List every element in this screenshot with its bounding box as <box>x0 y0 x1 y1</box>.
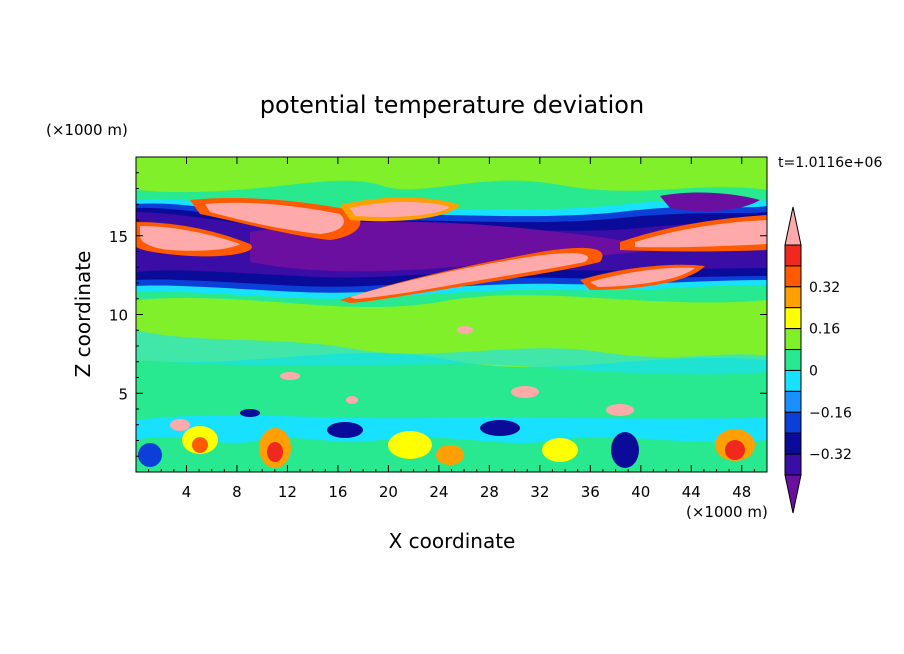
colorbar-swatch <box>784 411 802 434</box>
colorbar-max-triangle <box>784 206 802 246</box>
x-tick-label: 32 <box>530 483 549 501</box>
colorbar-label: 0 <box>809 363 818 379</box>
y-tick-label: 15 <box>109 228 128 246</box>
colorbar-swatch <box>784 390 802 413</box>
colorbar-label: 0.32 <box>809 280 840 296</box>
colorbar-swatch <box>784 453 802 476</box>
colorbar-min-triangle <box>784 474 802 514</box>
colorbar-swatch <box>784 286 802 309</box>
time-label: t=1.0116e+06 <box>778 155 882 171</box>
x-axis: 4 8 12 16 20 24 28 32 36 40 44 48 <box>148 157 755 501</box>
y-unit-label: (×1000 m) <box>46 121 128 139</box>
x-tick-label: 16 <box>328 483 347 501</box>
y-tick-label: 10 <box>109 307 128 325</box>
x-tick-label: 28 <box>480 483 499 501</box>
colorbar-label: −0.32 <box>809 447 852 463</box>
colorbar-swatch <box>784 244 802 267</box>
contour-field <box>136 157 767 472</box>
y-axis: 5 10 15 <box>109 172 767 457</box>
colorbar-swatch <box>784 349 802 371</box>
x-tick-label: 48 <box>732 483 751 501</box>
x-tick-label: 8 <box>232 483 242 501</box>
colorbar-swatch <box>784 369 802 392</box>
x-axis-label: X coordinate <box>389 529 516 553</box>
colorbar-swatch <box>784 265 802 288</box>
x-unit-label: (×1000 m) <box>686 503 768 521</box>
y-tick-label: 5 <box>118 385 128 403</box>
colorbar: −0.32 −0.16 0 0.16 0.32 <box>784 206 852 514</box>
x-tick-label: 36 <box>581 483 600 501</box>
colorbar-label: 0.16 <box>809 322 840 338</box>
x-tick-label: 40 <box>631 483 650 501</box>
y-axis-label: Z coordinate <box>71 251 95 378</box>
colorbar-swatch <box>784 432 802 455</box>
x-tick-label: 12 <box>278 483 297 501</box>
colorbar-swatch <box>784 307 802 330</box>
x-tick-label: 24 <box>429 483 448 501</box>
x-tick-label: 44 <box>682 483 701 501</box>
colorbar-label: −0.16 <box>809 405 852 421</box>
colorbar-swatch <box>784 328 802 351</box>
x-tick-label: 20 <box>379 483 398 501</box>
chart-title: potential temperature deviation <box>260 91 644 119</box>
x-tick-label: 4 <box>182 483 192 501</box>
